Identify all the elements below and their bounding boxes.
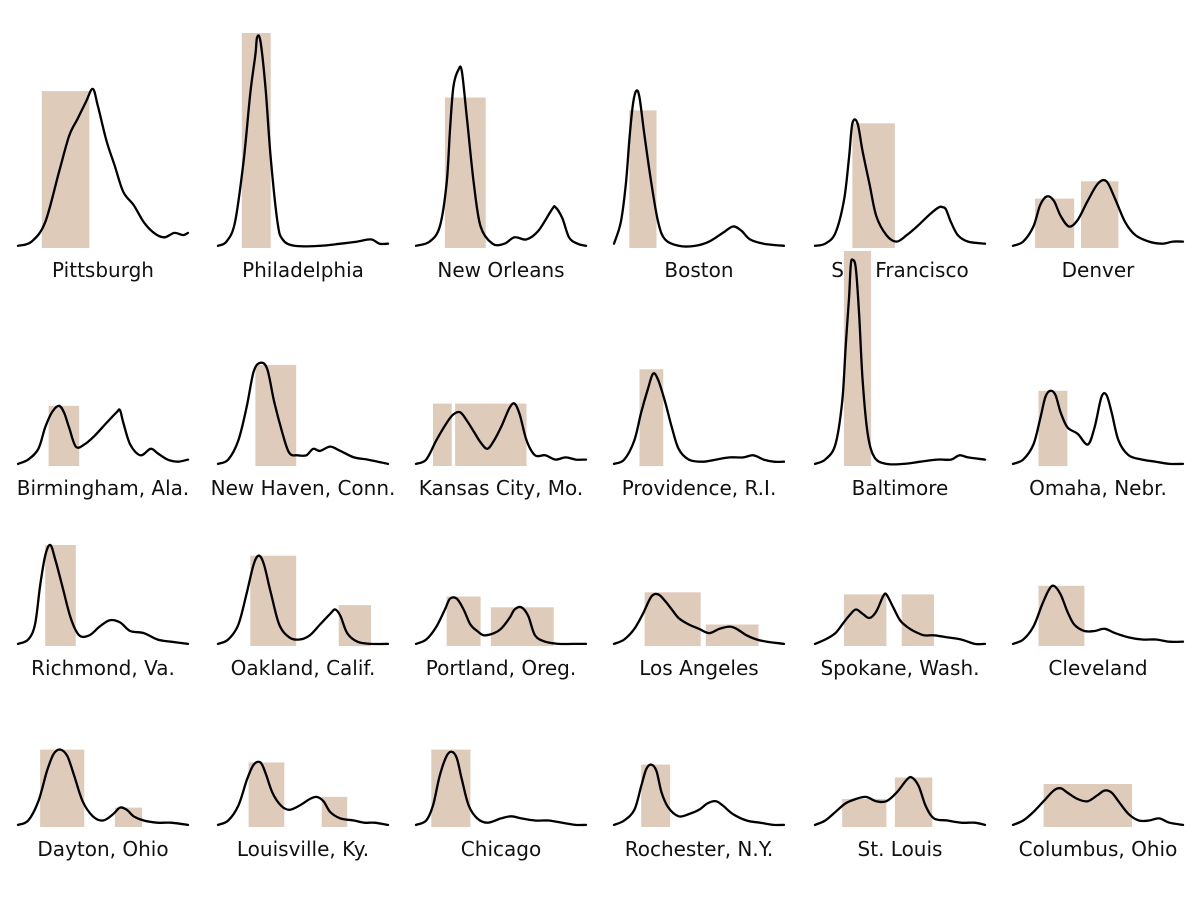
panel-label: Los Angeles: [639, 656, 758, 680]
shaded-band: [446, 596, 481, 646]
panel: Louisville, Ky.: [216, 760, 390, 861]
panel: Los Angeles: [612, 592, 786, 680]
panel: Cleveland: [1011, 584, 1185, 680]
panel-label: Cleveland: [1048, 656, 1147, 680]
shaded-band: [894, 777, 933, 827]
series-line: [813, 118, 987, 247]
panels-layer: Pittsburgh Philadelphia New Orleans Boston S…: [16, 33, 1185, 861]
panel-label: Denver: [1062, 258, 1136, 282]
shaded-band: [48, 405, 80, 466]
panel: Spokane, Wash.: [813, 592, 987, 680]
shaded-band: [455, 403, 527, 466]
panel: San Francisco: [813, 118, 987, 282]
series-line: [813, 258, 987, 466]
panel-label: New Orleans: [437, 258, 564, 282]
series-line: [612, 763, 786, 827]
series-line: [813, 592, 987, 646]
panel-label: Oakland, Calif.: [231, 656, 376, 680]
series-line: [16, 748, 190, 827]
series-line: [16, 543, 190, 646]
panel: Philadelphia: [216, 33, 390, 282]
panel-label: Portland, Oreg.: [426, 656, 576, 680]
panel: Kansas City, Mo.: [414, 402, 588, 500]
series-line: [612, 592, 786, 646]
shaded-band: [1035, 198, 1075, 248]
series-line: [1011, 787, 1185, 827]
panel: Birmingham, Ala.: [16, 404, 190, 500]
shaded-band: [41, 91, 90, 248]
panel: New Orleans: [414, 65, 588, 282]
panel-label: Omaha, Nebr.: [1029, 476, 1167, 500]
series-line: [1011, 584, 1185, 646]
panel-label: Pittsburgh: [52, 258, 154, 282]
panel: Portland, Oreg.: [414, 596, 588, 680]
panel-label: St. Louis: [858, 837, 943, 861]
panel-label: Louisville, Ky.: [237, 837, 369, 861]
series-line: [414, 596, 588, 646]
shaded-band: [641, 764, 671, 827]
shaded-band: [114, 807, 143, 827]
panel: Pittsburgh: [16, 87, 190, 282]
panel-label: Birmingham, Ala.: [17, 476, 190, 500]
series-line: [216, 554, 390, 646]
panel-label: Chicago: [461, 837, 541, 861]
series-line: [813, 775, 987, 827]
panel: Providence, R.I.: [612, 369, 786, 500]
series-line: [414, 65, 588, 247]
series-line: [612, 89, 786, 248]
series-line: [1011, 178, 1185, 247]
series-line: [216, 361, 390, 466]
panel-label: Kansas City, Mo.: [419, 476, 584, 500]
shaded-band: [644, 592, 701, 647]
shaded-band: [45, 545, 76, 646]
panel-label: Boston: [664, 258, 733, 282]
panel: Columbus, Ohio: [1011, 784, 1185, 861]
shaded-band: [490, 607, 554, 646]
panel: New Haven, Conn.: [211, 361, 396, 500]
panel-label: Philadelphia: [242, 258, 364, 282]
shaded-band: [852, 123, 895, 248]
panel: Baltimore: [813, 251, 987, 500]
panel: Dayton, Ohio: [16, 748, 190, 861]
series-line: [1011, 389, 1185, 466]
shaded-band: [248, 762, 285, 827]
panel-label: New Haven, Conn.: [211, 476, 396, 500]
panel: Richmond, Va.: [16, 543, 190, 680]
panel: Chicago: [414, 749, 588, 861]
panel-label: Baltimore: [852, 476, 949, 500]
panel: Omaha, Nebr.: [1011, 389, 1185, 500]
series-line: [16, 87, 190, 247]
panel: Boston: [612, 89, 786, 282]
panel-label: Rochester, N.Y.: [625, 837, 774, 861]
panel: Oakland, Calif.: [216, 554, 390, 680]
series-line: [414, 750, 588, 827]
shaded-band: [842, 799, 887, 827]
shaded-band: [1043, 784, 1132, 827]
series-line: [216, 760, 390, 827]
shaded-band: [433, 403, 452, 466]
series-line: [16, 404, 190, 466]
panel-label: Richmond, Va.: [31, 656, 175, 680]
series-line: [414, 402, 588, 466]
panel: Denver: [1011, 178, 1185, 282]
panel-label: Spokane, Wash.: [820, 656, 979, 680]
shaded-band: [629, 110, 657, 249]
shaded-band: [255, 364, 297, 466]
panel-label: Providence, R.I.: [622, 476, 777, 500]
panel-label: Dayton, Ohio: [37, 837, 168, 861]
panel: St. Louis: [813, 775, 987, 861]
panel: Rochester, N.Y.: [612, 763, 786, 861]
series-line: [216, 34, 390, 248]
shaded-band: [901, 594, 934, 646]
shaded-band: [321, 796, 348, 827]
panel-label: Columbus, Ohio: [1019, 837, 1178, 861]
series-line: [612, 372, 786, 466]
